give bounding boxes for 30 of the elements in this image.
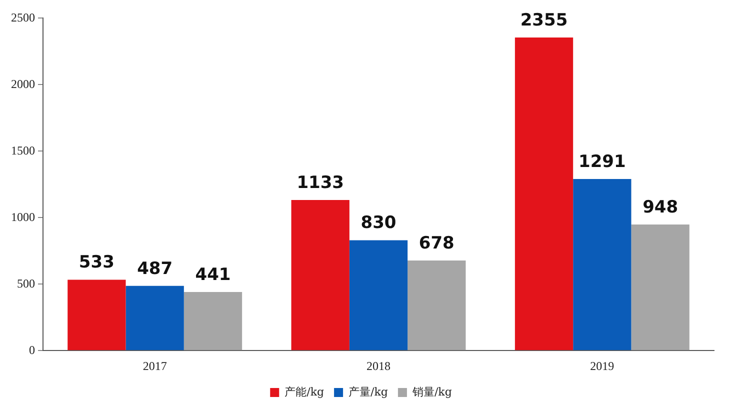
bar xyxy=(291,200,350,350)
bar xyxy=(68,280,126,350)
data-label: 487 xyxy=(137,258,173,279)
data-label: 1291 xyxy=(578,152,626,172)
data-label: 948 xyxy=(642,197,678,218)
bar xyxy=(408,260,466,350)
legend-label: 产量/kg xyxy=(348,385,388,398)
data-label: 533 xyxy=(78,252,114,273)
legend-label: 产能/kg xyxy=(284,385,324,398)
bar xyxy=(514,37,574,350)
bar xyxy=(631,224,690,350)
data-label: 441 xyxy=(195,264,231,285)
data-label: 678 xyxy=(418,233,454,254)
data-label: 1133 xyxy=(296,172,344,193)
y-tick-label: 1500 xyxy=(11,143,35,158)
x-tick-label: 2017 xyxy=(142,358,167,373)
x-tick-label: 2019 xyxy=(590,358,614,373)
x-tick-label: 2018 xyxy=(366,358,390,373)
data-label: 830 xyxy=(360,213,396,234)
data-label: 2355 xyxy=(520,10,568,30)
y-tick-label: 1000 xyxy=(11,210,35,224)
y-tick-label: 500 xyxy=(17,276,35,290)
bar xyxy=(573,178,632,350)
y-tick-label: 2000 xyxy=(11,76,35,91)
bar xyxy=(184,292,242,350)
bar xyxy=(126,286,184,350)
y-tick-label: 2500 xyxy=(11,10,35,24)
y-tick-label: 0 xyxy=(29,342,35,357)
bar xyxy=(349,240,408,350)
legend-label: 销量/kg xyxy=(411,385,452,398)
